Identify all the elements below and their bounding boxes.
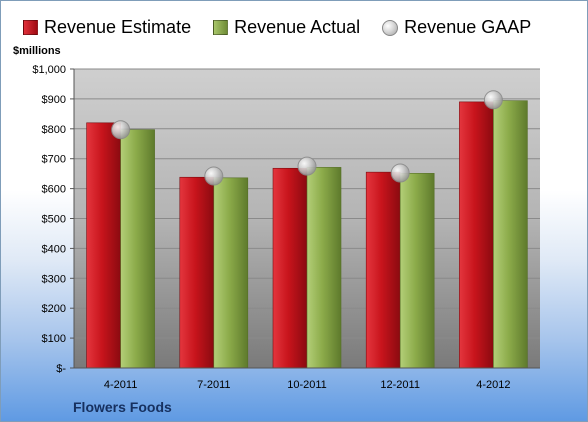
marker-revenue-gaap: [390, 163, 410, 183]
gaap-markers: [111, 90, 503, 186]
legend-swatch-estimate: [23, 20, 38, 35]
x-tick-label: 4-2012: [476, 379, 510, 391]
y-tick-label: $-: [56, 363, 66, 375]
x-tick-label: 10-2011: [287, 379, 327, 391]
chart-legend: Revenue Estimate Revenue Actual Revenue …: [23, 17, 553, 38]
bar-revenue-estimate: [459, 101, 494, 369]
y-tick-label: $100: [42, 333, 66, 345]
bar-revenue-actual: [399, 173, 435, 369]
bars: [86, 100, 528, 369]
y-tick-label: $900: [42, 94, 66, 106]
legend-swatch-gaap: [382, 19, 399, 36]
x-tick-label: 7-2011: [197, 379, 230, 391]
y-axis: $- $100 $200 $300 $400 $500 $600 $700 $800 $900 $1…: [32, 64, 75, 375]
y-axis-unit-label: $millions: [13, 45, 61, 57]
y-tick-label: $500: [42, 214, 66, 226]
x-tick-label: 4-2011: [104, 379, 137, 391]
bar-revenue-actual: [306, 167, 342, 369]
y-tick-label: $800: [42, 124, 66, 136]
y-tick-label: $700: [42, 154, 66, 166]
marker-revenue-gaap: [483, 90, 503, 110]
x-tick-label: 12-2011: [380, 379, 420, 391]
y-tick-label: $1,000: [32, 64, 66, 76]
legend-item-actual: Revenue Actual: [213, 17, 360, 38]
company-name: Flowers Foods: [73, 399, 172, 415]
bar-revenue-actual: [493, 100, 528, 369]
y-tick-label: $200: [42, 303, 66, 315]
y-tick-label: $300: [42, 273, 66, 285]
legend-label-gaap: Revenue GAAP: [404, 17, 532, 37]
legend-swatch-actual: [213, 20, 229, 35]
x-axis: 4-2011 7-2011 10-2011 12-2011 4-2012: [74, 367, 540, 391]
legend-label-estimate: Revenue Estimate: [44, 17, 192, 37]
bar-revenue-actual: [213, 177, 249, 369]
legend-item-estimate: Revenue Estimate: [23, 17, 191, 38]
y-tick-label: $400: [42, 243, 66, 255]
marker-revenue-gaap: [204, 166, 224, 186]
bar-revenue-actual: [120, 129, 155, 369]
legend-item-gaap: Revenue GAAP: [382, 17, 531, 38]
bar-revenue-estimate: [86, 122, 121, 369]
bar-revenue-estimate: [272, 167, 308, 369]
marker-revenue-gaap: [297, 156, 317, 176]
bar-revenue-estimate: [365, 171, 401, 369]
y-tick-label: $600: [42, 184, 66, 196]
bar-revenue-estimate: [179, 176, 215, 369]
legend-label-actual: Revenue Actual: [234, 17, 361, 37]
marker-revenue-gaap: [111, 120, 131, 140]
